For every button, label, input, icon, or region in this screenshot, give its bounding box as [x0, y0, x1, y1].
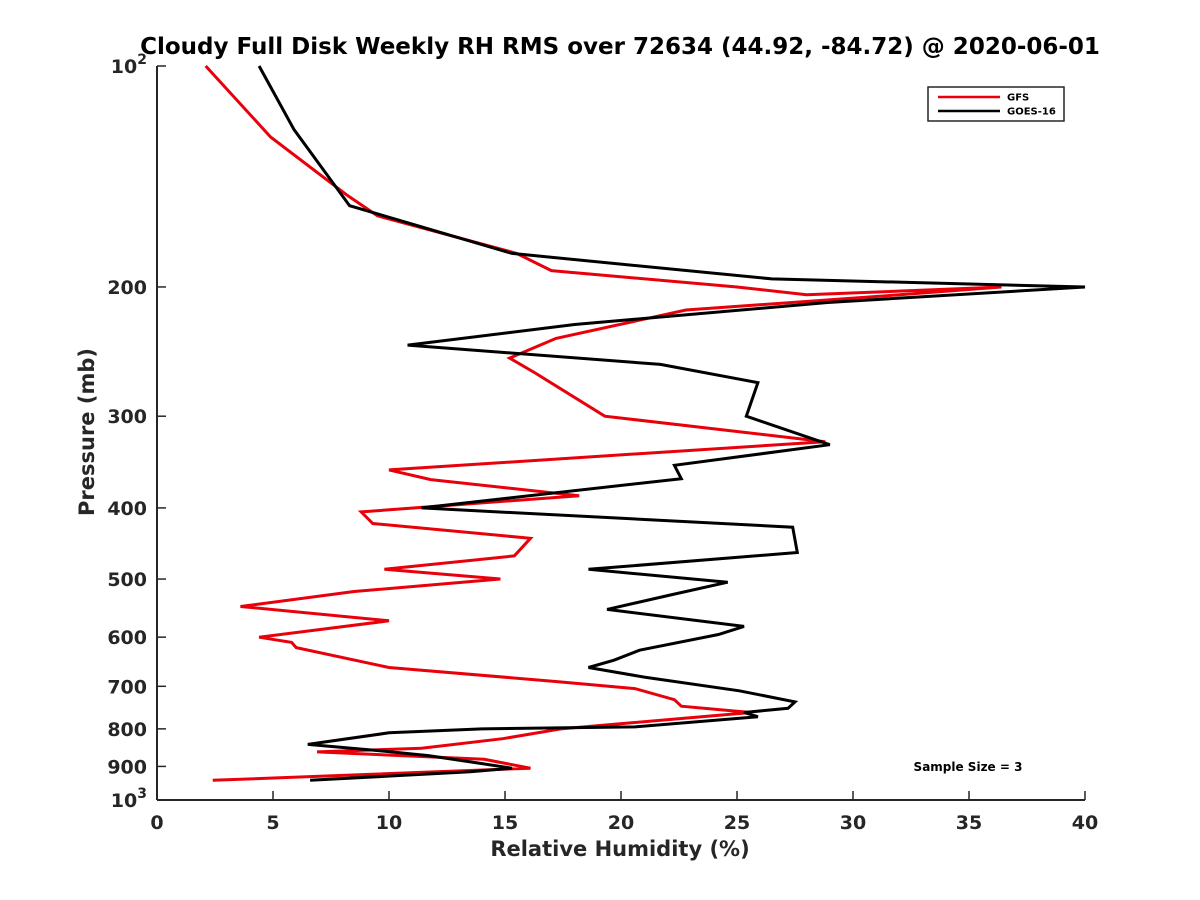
legend: GFS GOES-16	[927, 86, 1065, 122]
y-tick-label: 500	[107, 569, 147, 591]
y-tick-label: 700	[107, 676, 147, 698]
x-tick-label: 40	[1072, 812, 1098, 834]
y-tick-label: 300	[107, 406, 147, 428]
y-tick-label: 200	[107, 277, 147, 299]
y-tick-label: 102	[111, 52, 147, 78]
y-axis: 102 200 300 400 500 600 700 800 900 103	[107, 52, 166, 812]
sample-size-annotation: Sample Size = 3	[914, 760, 1023, 774]
chart-title: Cloudy Full Disk Weekly RH RMS over 7263…	[140, 34, 1100, 60]
y-tick-label: 103	[111, 786, 147, 812]
x-tick-label: 35	[956, 812, 982, 834]
x-axis: 0 5 10 15 20 25 30 35 40	[150, 791, 1098, 834]
legend-label-gfs: GFS	[1007, 93, 1029, 104]
legend-box	[927, 86, 1065, 122]
plot-area	[204, 64, 1086, 782]
y-axis-label: Pressure (mb)	[75, 348, 99, 516]
x-tick-label: 25	[724, 812, 750, 834]
series-line-goes-16	[257, 65, 1086, 782]
x-tick-label: 10	[376, 812, 402, 834]
y-tick-label: 900	[107, 756, 147, 778]
x-tick-label: 5	[266, 812, 279, 834]
y-tick-label: 600	[107, 627, 147, 649]
x-axis-label: Relative Humidity (%)	[490, 837, 749, 861]
x-tick-label: 0	[150, 812, 163, 834]
legend-label-goes-16: GOES-16	[1007, 107, 1056, 118]
x-tick-label: 30	[840, 812, 866, 834]
series-line-gfs	[204, 64, 1002, 782]
y-tick-label: 400	[107, 498, 147, 520]
x-tick-label: 20	[608, 812, 634, 834]
x-tick-label: 15	[492, 812, 518, 834]
y-tick-label: 800	[107, 719, 147, 741]
